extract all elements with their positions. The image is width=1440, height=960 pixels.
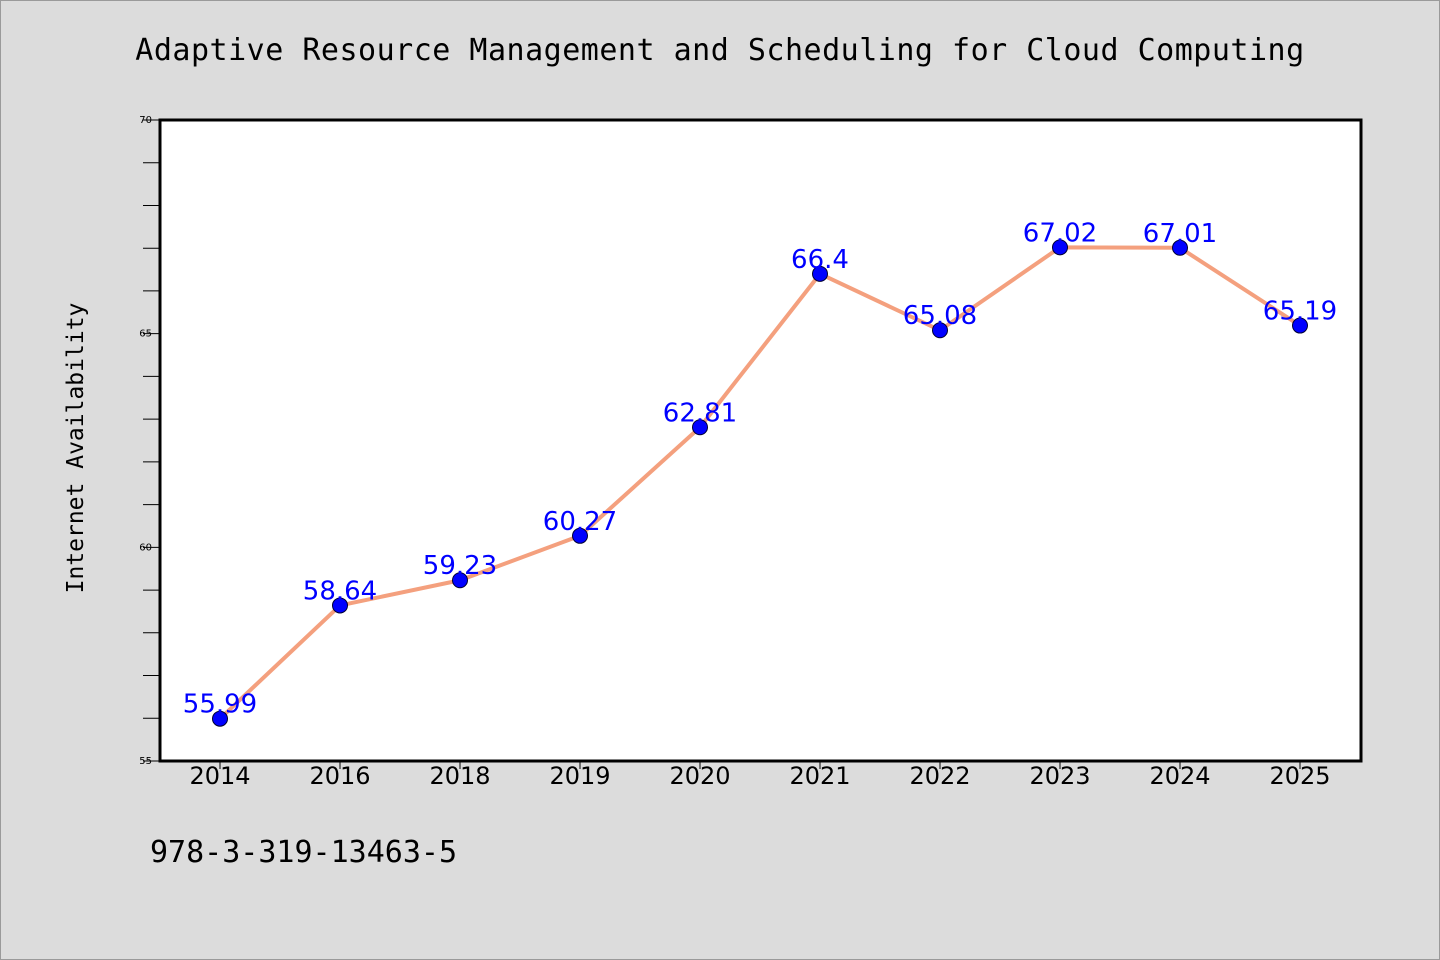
x-tick-label: 2018	[429, 762, 490, 790]
series-line	[218, 245, 1302, 721]
series-group: 55.99 58.64 59.23 60.27 62.81 66.4 65.08 67.02 6…	[183, 218, 1337, 727]
x-tick-label: 2022	[909, 762, 970, 790]
chart-title: Adaptive Resource Management and Schedul…	[135, 33, 1305, 68]
data-point-marker	[1052, 239, 1068, 256]
x-tick-label: 2020	[669, 762, 730, 790]
x-axis: 2014 2016 2018 2019 2020 2021 2022 2023 2024 2025	[189, 761, 1331, 790]
data-point-marker	[1292, 317, 1308, 334]
y-tick-label: 55	[139, 756, 152, 767]
x-tick-label: 2023	[1029, 762, 1090, 790]
x-tick-label: 2019	[549, 762, 610, 790]
data-label: 67.01	[1143, 219, 1217, 249]
data-point-marker	[452, 572, 468, 589]
data-label: 66.4	[791, 245, 849, 275]
data-label: 60.27	[543, 507, 617, 537]
x-tick-label: 2024	[1149, 762, 1210, 790]
data-label: 65.08	[903, 301, 977, 331]
x-tick-label: 2014	[189, 762, 250, 790]
data-point-marker	[932, 322, 948, 339]
y-axis: 55 60 65 70	[139, 115, 160, 767]
data-point-marker	[1172, 239, 1188, 256]
data-point-marker	[212, 710, 228, 727]
data-point-marker	[332, 597, 348, 614]
data-label: 58.64	[303, 576, 377, 606]
x-tick-label: 2021	[789, 762, 850, 790]
x-tick-label: 2025	[1269, 762, 1330, 790]
data-point-marker	[812, 265, 828, 282]
y-tick-label: 60	[139, 542, 152, 553]
y-tick-label: 65	[139, 329, 152, 340]
data-label: 62.81	[663, 398, 737, 428]
x-tick-label: 2016	[309, 762, 370, 790]
y-tick-label: 70	[139, 115, 152, 126]
data-label: 65.19	[1263, 297, 1337, 327]
data-label: 67.02	[1023, 218, 1097, 248]
plot-area	[160, 120, 1361, 761]
data-point-marker	[692, 419, 708, 436]
isbn-footer-text: 978-3-319-13463-5	[150, 835, 458, 870]
data-point-marker	[572, 527, 588, 544]
plot-border	[158, 118, 1363, 763]
data-label: 59.23	[423, 551, 497, 581]
data-label: 55.99	[183, 690, 257, 720]
